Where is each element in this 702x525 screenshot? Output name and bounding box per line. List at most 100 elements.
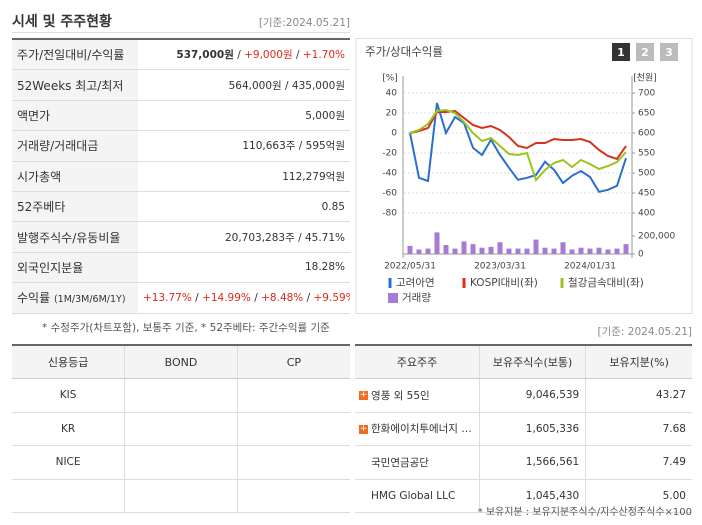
label-text: 발행주식수/유동비율	[17, 230, 121, 245]
value-part: /	[191, 291, 203, 304]
legend-label: 고려아연	[396, 277, 435, 289]
quote-row: 액면가 5,000원	[12, 100, 350, 132]
x-tick-label: 2024/01/31	[564, 262, 616, 272]
holder-shares: 1,566,561	[478, 445, 586, 480]
value-part: +13.77%	[143, 291, 192, 304]
volume-bar	[470, 244, 476, 254]
holder-shares: 9,046,539	[478, 378, 586, 413]
expand-icon[interactable]: +	[359, 423, 368, 434]
bond	[124, 378, 238, 413]
value-part: +9,000원	[244, 49, 293, 62]
quote-row: 발행주식수/유동비율 20,703,283주 / 45.71%	[12, 221, 350, 253]
volume-bar	[596, 247, 602, 254]
holder-name: +HMG Global LLC	[355, 479, 480, 513]
volume-bar	[479, 247, 485, 254]
value-part: 0.85	[321, 200, 345, 213]
title: 시세 및 주주현황	[12, 14, 112, 30]
volume-bar	[569, 249, 575, 254]
y-tick-label: -60	[382, 189, 397, 199]
y2-tick-label: 400	[638, 209, 655, 219]
volume-bar	[551, 248, 557, 254]
y3-tick-label: 0	[638, 250, 644, 260]
tab-button[interactable]	[660, 43, 678, 61]
cp	[236, 378, 350, 413]
label-text: 주가/전일대비/수익률	[17, 48, 125, 63]
volume-bar	[506, 248, 512, 254]
agency: KIS	[12, 378, 125, 413]
holder-name: +국민연금공단	[355, 445, 480, 480]
quote-value: 537,000원 / +9,000원 / +1.70%	[138, 39, 350, 71]
label-note: (1M/3M/6M/1Y)	[53, 294, 126, 306]
quote-row: 52주베타 0.85	[12, 191, 350, 223]
quote-value: 20,703,283주 / 45.71%	[138, 221, 350, 253]
volume-bar	[560, 242, 566, 254]
agency: KR	[12, 412, 125, 446]
value-part: /	[250, 291, 262, 304]
quote-label: 수익률 (1M/3M/6M/1Y)	[12, 282, 138, 314]
volume-bar	[416, 249, 422, 254]
date: [기준:2024.05.21]	[258, 17, 350, 29]
credit-row: KIS	[12, 378, 350, 413]
value-part: /	[233, 49, 245, 62]
credit-table: 신용등급 BOND CP KIS KR NICE	[12, 344, 350, 513]
holder-name-text: HMG Global LLC	[371, 489, 456, 502]
holder-row: + 한화에이치투에너지 … 1,605,336 7.68	[355, 412, 692, 446]
quote-label: 52Weeks 최고/최저	[12, 69, 138, 101]
volume-bar	[578, 247, 584, 254]
bond	[124, 412, 238, 446]
y2-tick-label: 550	[638, 149, 655, 159]
quote-label: 주가/전일대비/수익률	[12, 39, 138, 71]
value-part: +14.99%	[202, 291, 251, 304]
volume-bar	[497, 242, 503, 254]
volume-bar	[515, 248, 521, 254]
header-cell: 주요주주	[355, 345, 480, 379]
label-text: 52Weeks 최고/최저	[17, 78, 124, 93]
value-part: 537,000원	[176, 49, 234, 62]
series-line	[409, 109, 627, 161]
quote-value: 5,000원	[138, 100, 350, 132]
legend-label: KOSPI대비(좌)	[470, 277, 538, 289]
quote-row: 거래량/거래대금 110,663주 / 595억원	[12, 130, 350, 162]
header-cell: 보유지분(%)	[585, 345, 692, 379]
holder-pct: 7.68	[585, 412, 692, 446]
tab-label: 1	[617, 46, 625, 59]
value-part: +9.59%	[313, 291, 351, 304]
volume-bar	[533, 239, 539, 254]
y2-tick-label: 500	[638, 169, 655, 179]
holders-table: 주요주주 보유주식수(보통) 보유지분(%) + 영풍 외 55인 9,046,539 43…	[355, 344, 692, 513]
quote-row: 52Weeks 최고/최저 564,000원 / 435,000원	[12, 69, 350, 101]
quote-value: 18.28%	[138, 252, 350, 284]
series-line	[409, 108, 627, 182]
holder-pct: 43.27	[585, 378, 692, 413]
volume-bar	[407, 245, 413, 254]
quote-row: 외국인지분율 18.28%	[12, 252, 350, 284]
y2-tick-label: 700	[638, 89, 655, 99]
value-part: /	[292, 49, 303, 62]
quote-label: 액면가	[12, 100, 138, 132]
label-text: 수익률	[17, 291, 51, 306]
y2-axis-label: [천원]	[633, 73, 657, 84]
value-part: 110,663주 / 595억원	[242, 140, 345, 153]
tab-label: 2	[641, 46, 649, 59]
label-text: 외국인지분율	[17, 260, 84, 275]
series-line	[409, 102, 627, 193]
label-text: 액면가	[17, 108, 51, 123]
tab-label: 3	[665, 46, 673, 59]
header-row: 주요주주 보유주식수(보통) 보유지분(%)	[355, 345, 692, 379]
legend-label: 철강금속대비(좌)	[568, 277, 644, 289]
tab-button[interactable]	[636, 43, 654, 61]
bond	[124, 445, 238, 480]
holder-pct: 5.00	[585, 479, 692, 513]
legend-swatch	[388, 293, 398, 303]
cp	[236, 479, 350, 513]
header-cell: BOND	[124, 345, 238, 379]
y-tick-label: -80	[382, 209, 397, 219]
holder-name-text: 한화에이치투에너지 …	[371, 423, 472, 436]
volume-bar	[434, 232, 440, 254]
tab-button[interactable]	[612, 43, 630, 61]
expand-icon[interactable]: +	[359, 390, 368, 401]
holder-row: + 영풍 외 55인 9,046,539 43.27	[355, 378, 692, 413]
volume-bar	[587, 248, 593, 254]
